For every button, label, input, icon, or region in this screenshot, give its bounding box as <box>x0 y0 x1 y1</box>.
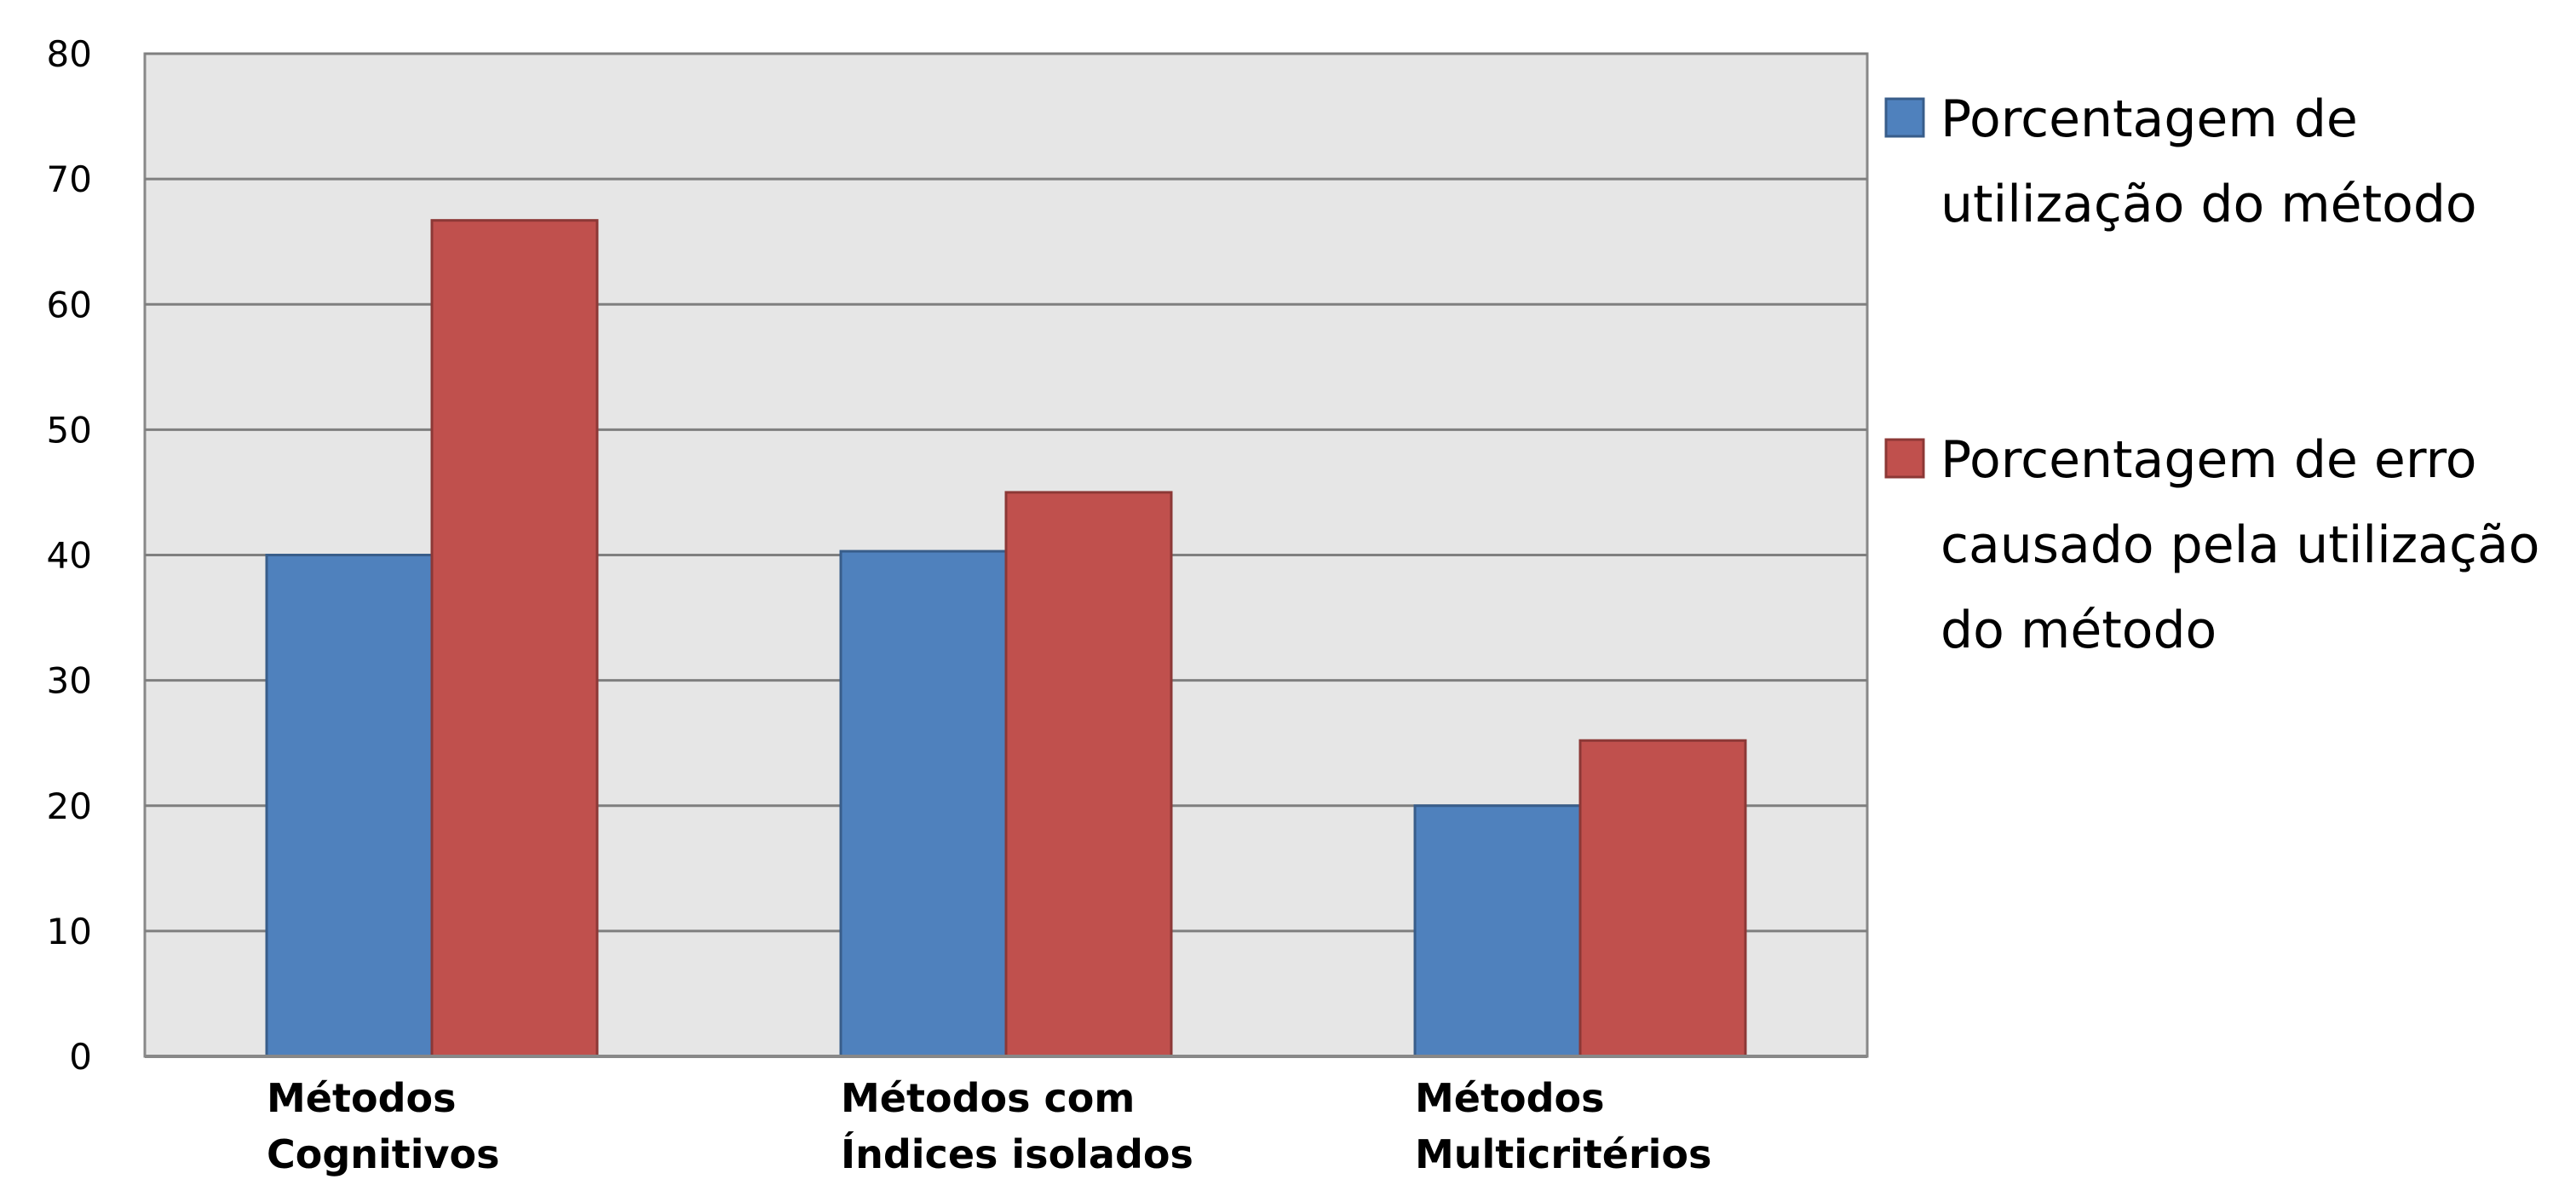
y-tick-label: 50 <box>47 409 92 451</box>
y-tick-label: 20 <box>47 785 92 827</box>
y-tick-label: 0 <box>69 1036 92 1078</box>
y-tick-label: 40 <box>47 535 92 577</box>
x-axis: Métodos Cognitivos Métodos com Índices isol… <box>267 1075 1711 1177</box>
legend-label: do método <box>1941 601 2217 660</box>
bar <box>1413 804 1582 1058</box>
legend-label: Porcentagem de erro <box>1941 430 2477 490</box>
legend: Porcentagem de utilização do método Porcen… <box>1884 89 2539 660</box>
legend-label: Porcentagem de <box>1941 89 2358 149</box>
legend-label: utilização do método <box>1941 175 2477 234</box>
plot-area <box>143 52 1869 1058</box>
bar <box>1004 491 1173 1058</box>
bar <box>839 549 1008 1058</box>
y-axis: 0 10 20 30 40 50 60 70 80 <box>47 33 92 1078</box>
y-tick-label: 60 <box>47 284 92 325</box>
category-label: Multicritérios <box>1415 1131 1711 1177</box>
category-label: Índices isolados <box>841 1131 1193 1177</box>
category-label: Métodos <box>1415 1075 1604 1121</box>
legend-label: causado pela utilização <box>1941 515 2539 575</box>
y-tick-label: 80 <box>47 33 92 75</box>
y-tick-label: 70 <box>47 158 92 200</box>
legend-swatch <box>1884 438 1925 479</box>
category-label: Cognitivos <box>267 1131 500 1177</box>
category-label: Métodos com <box>841 1075 1135 1121</box>
y-tick-label: 30 <box>47 660 92 702</box>
bar <box>1578 739 1747 1058</box>
bar <box>430 219 599 1058</box>
y-tick-label: 10 <box>47 911 92 952</box>
bar <box>265 554 434 1058</box>
category-label: Métodos <box>267 1075 456 1121</box>
legend-swatch <box>1884 97 1925 138</box>
